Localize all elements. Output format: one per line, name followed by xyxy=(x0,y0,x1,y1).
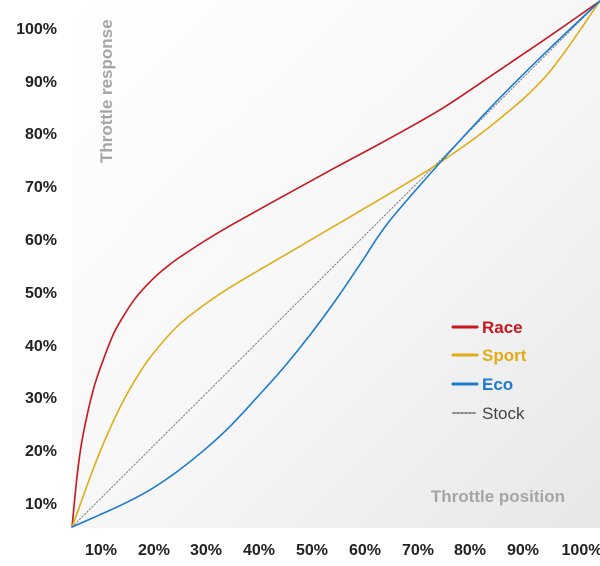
x-tick-label: 70% xyxy=(402,542,434,559)
x-tick-label: 30% xyxy=(190,542,222,559)
x-tick-label: 40% xyxy=(243,542,275,559)
x-tick-label: 60% xyxy=(349,542,381,559)
x-tick-label: 90% xyxy=(507,542,539,559)
y-tick-label: 50% xyxy=(25,285,57,302)
x-tick-label: 100% xyxy=(562,542,600,559)
y-tick-label: 30% xyxy=(25,390,57,407)
y-axis-ticks: 10% 20% 30% 40% 50% 60% 70% 80% 90% 100% xyxy=(16,21,57,513)
y-tick-label: 10% xyxy=(25,496,57,513)
x-tick-label: 10% xyxy=(85,542,117,559)
y-tick-label: 100% xyxy=(16,21,57,38)
x-tick-label: 50% xyxy=(296,542,328,559)
x-tick-label: 20% xyxy=(138,542,170,559)
y-tick-label: 40% xyxy=(25,338,57,355)
legend-label-sport: Sport xyxy=(482,346,527,365)
y-tick-label: 70% xyxy=(25,179,57,196)
x-axis-ticks: 10% 20% 30% 40% 50% 60% 70% 80% 90% 100% xyxy=(85,542,600,559)
y-axis-title: Throttle response xyxy=(97,19,116,163)
series-lines xyxy=(71,0,600,528)
y-tick-label: 20% xyxy=(25,443,57,460)
y-tick-label: 90% xyxy=(25,74,57,91)
legend-label-stock: Stock xyxy=(482,404,525,423)
legend-label-race: Race xyxy=(482,318,523,337)
series-line-eco xyxy=(71,0,600,528)
y-tick-label: 60% xyxy=(25,232,57,249)
x-axis-title: Throttle position xyxy=(431,487,565,506)
series-line-stock xyxy=(71,0,600,528)
x-tick-label: 80% xyxy=(454,542,486,559)
legend-label-eco: Eco xyxy=(482,375,513,394)
series-line-race xyxy=(71,0,600,528)
legend: Race Sport Eco Stock xyxy=(451,318,527,423)
series-line-sport xyxy=(71,0,600,528)
y-tick-label: 80% xyxy=(25,126,57,143)
